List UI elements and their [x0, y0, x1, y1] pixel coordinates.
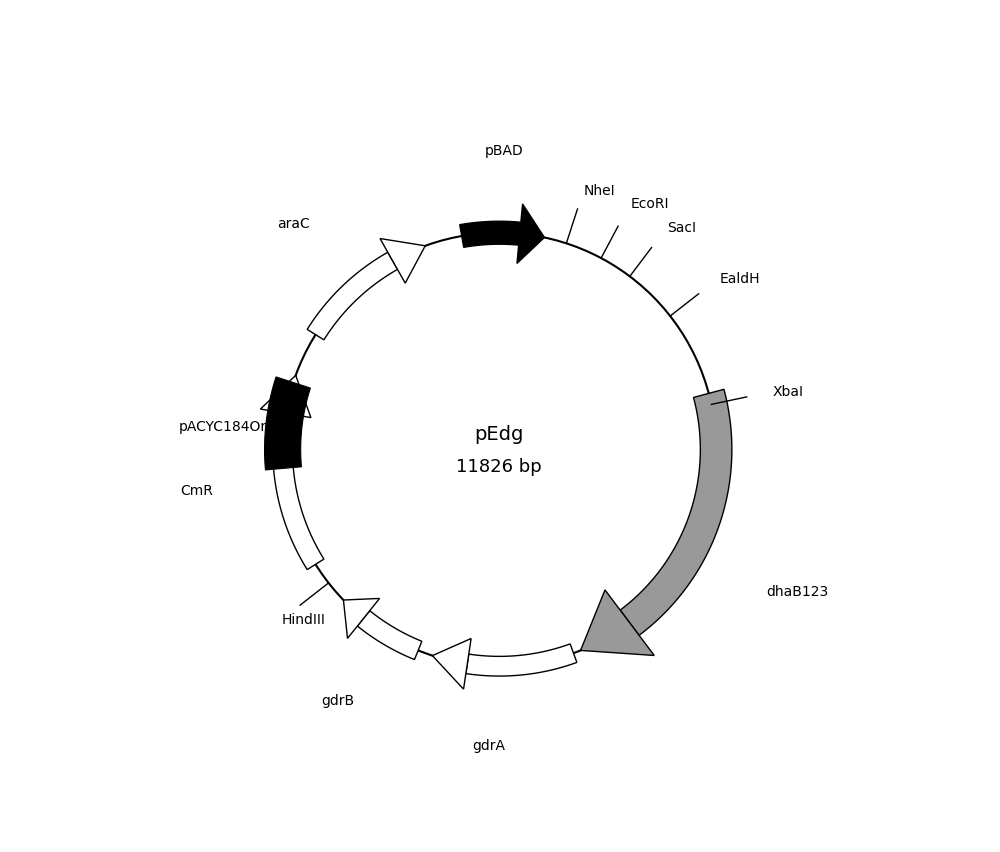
- Polygon shape: [517, 204, 544, 264]
- Polygon shape: [460, 222, 521, 248]
- Polygon shape: [466, 644, 577, 676]
- Polygon shape: [343, 599, 380, 639]
- Polygon shape: [357, 611, 422, 659]
- Text: XbaI: XbaI: [772, 385, 803, 399]
- Polygon shape: [260, 376, 311, 418]
- Polygon shape: [273, 412, 324, 570]
- Text: dhaB123: dhaB123: [766, 584, 828, 599]
- Polygon shape: [380, 239, 425, 284]
- Text: araC: araC: [277, 216, 309, 231]
- Text: pEdg: pEdg: [475, 424, 524, 443]
- Text: gdrB: gdrB: [322, 693, 355, 707]
- Text: EcoRI: EcoRI: [630, 197, 669, 210]
- Polygon shape: [265, 377, 310, 470]
- Text: gdrA: gdrA: [473, 738, 506, 752]
- Text: CmR: CmR: [180, 483, 213, 497]
- Polygon shape: [620, 390, 732, 636]
- Polygon shape: [432, 639, 471, 689]
- Text: pACYC184Ori: pACYC184Ori: [179, 420, 271, 434]
- Polygon shape: [307, 253, 397, 341]
- Text: EaldH: EaldH: [719, 271, 760, 285]
- Polygon shape: [581, 590, 654, 656]
- Text: NheI: NheI: [584, 184, 615, 198]
- Text: 11826 bp: 11826 bp: [456, 458, 542, 475]
- Text: HindIII: HindIII: [282, 613, 326, 626]
- Text: SacI: SacI: [667, 221, 696, 234]
- Text: pBAD: pBAD: [485, 144, 524, 158]
